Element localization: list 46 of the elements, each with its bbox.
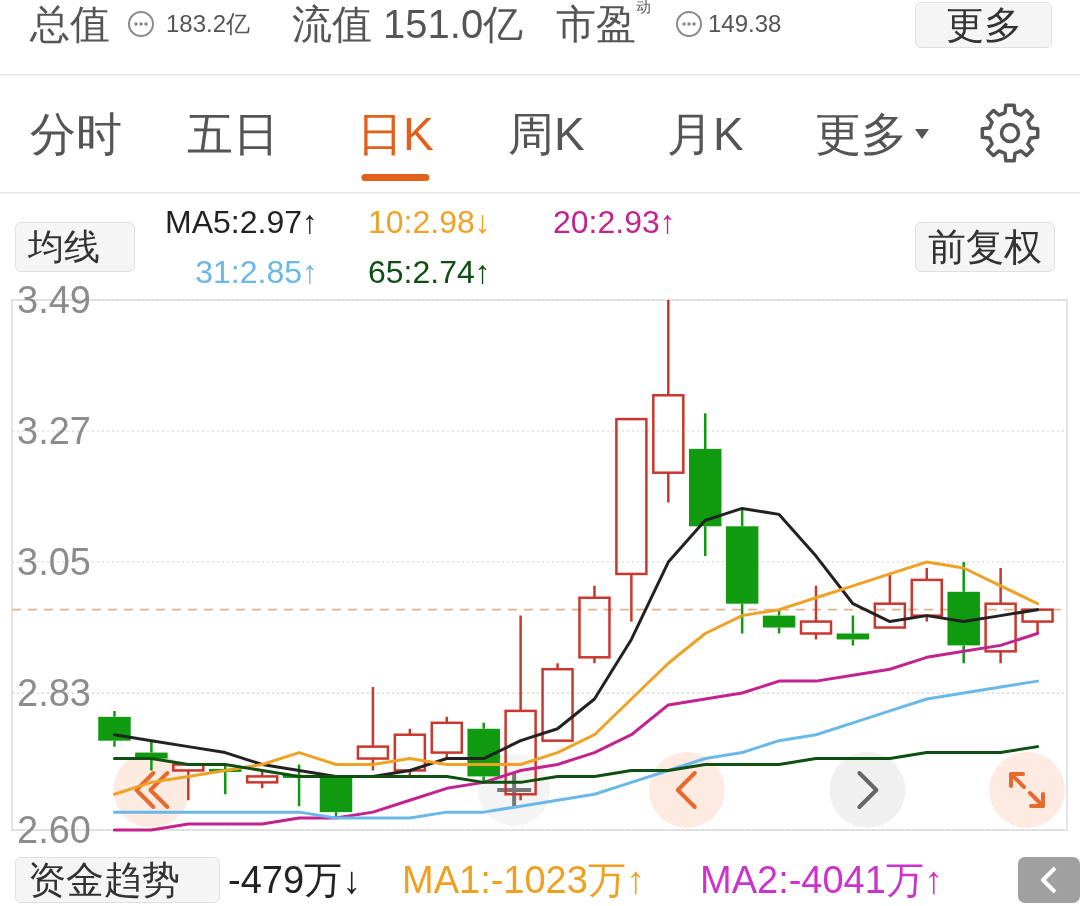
candlestick xyxy=(836,614,870,647)
text: 分时 xyxy=(30,108,122,160)
text: 市盈$^{动}$ xyxy=(556,0,651,46)
candlestick xyxy=(356,685,390,772)
candlestick xyxy=(541,662,574,742)
text: MA5:2.97↑ xyxy=(165,204,318,240)
candlestick xyxy=(615,417,648,623)
candlestick xyxy=(578,584,611,665)
dropdown-button: 均线 xyxy=(15,222,135,272)
text: 149.38 xyxy=(708,10,782,37)
y-tick-label: 3.49 xyxy=(17,279,91,321)
text: 周K xyxy=(508,108,585,160)
text: MA2:-4041万↑ xyxy=(700,859,943,901)
candlestick xyxy=(947,560,980,665)
line-series xyxy=(112,560,1040,796)
line-series xyxy=(112,679,1040,820)
y-tick-label: 2.83 xyxy=(17,672,91,715)
candlestick xyxy=(688,411,722,558)
y-tick-label: 3.27 xyxy=(17,410,91,453)
text: MA1:-1023万↑ xyxy=(402,859,645,901)
candlestick xyxy=(725,507,759,635)
text: 10:2.98↓ xyxy=(368,204,491,240)
text: -479万↓ xyxy=(228,859,362,901)
line-series xyxy=(112,745,1040,784)
text: 日K xyxy=(357,108,434,160)
text: 31:2.85↑ xyxy=(195,254,318,290)
candlestick xyxy=(873,572,907,629)
text: 流值 151.0亿 xyxy=(292,2,524,46)
y-tick-label: 2.60 xyxy=(17,809,91,851)
text: 五日 xyxy=(187,108,279,160)
dropdown-button: 资金趋势 xyxy=(15,857,220,903)
text: 65:2.74↑ xyxy=(368,254,491,290)
candlestick xyxy=(98,709,131,748)
more-button: 更多 xyxy=(915,2,1052,48)
y-tick-label: 3.05 xyxy=(17,541,91,584)
candlestick xyxy=(652,298,685,504)
candlestick xyxy=(984,566,1017,665)
text: 更多 xyxy=(815,108,907,160)
adjust-button: 前复权 xyxy=(915,222,1055,272)
text: 月K xyxy=(667,108,744,160)
line-series xyxy=(112,631,1040,832)
candlestick xyxy=(504,614,537,802)
candlestick xyxy=(799,584,833,641)
text: 183.2亿 xyxy=(166,10,251,37)
text: 总值 xyxy=(30,2,110,46)
text: 20:2.93↑ xyxy=(553,204,676,240)
